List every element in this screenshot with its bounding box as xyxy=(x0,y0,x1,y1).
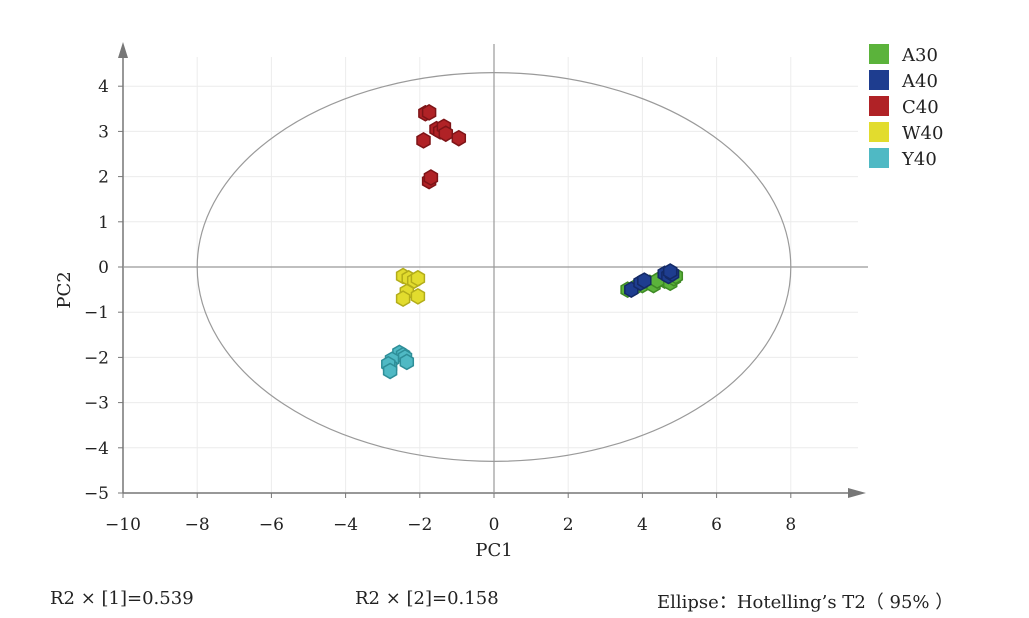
legend-label-a40: A40 xyxy=(901,71,938,92)
x-axis-arrow xyxy=(848,488,866,498)
tick-labels: −10 −8 −6 −4 −2 0 2 4 6 8 4 3 2 1 0 −1 −2 −3 −4 −5 xyxy=(84,77,796,535)
grid-lines xyxy=(123,57,858,493)
series-w40 xyxy=(395,267,426,307)
y-tick-label: −3 xyxy=(84,394,109,414)
y-tick-label: −2 xyxy=(84,348,109,368)
y-tick-label: 1 xyxy=(98,213,109,233)
x-tick-label: 8 xyxy=(785,515,796,535)
ellipse-note: Ellipse：Hotelling’s T2（ 95% ） xyxy=(657,592,954,613)
legend-swatch-y40 xyxy=(869,148,889,168)
data-point xyxy=(399,353,415,371)
x-tick-label: −2 xyxy=(407,515,432,535)
r2x2-label: R2 × [2]=0.158 xyxy=(355,588,499,609)
legend-swatch-a40 xyxy=(869,70,889,90)
data-point xyxy=(382,362,398,380)
data-point xyxy=(410,288,426,305)
data-points xyxy=(381,104,684,380)
x-tick-label: −6 xyxy=(259,515,284,535)
y-tick-label: 0 xyxy=(98,258,109,278)
data-point xyxy=(395,290,411,307)
y-axis-arrow xyxy=(118,42,128,58)
y-tick-label: 3 xyxy=(98,122,109,142)
legend-swatch-c40 xyxy=(869,96,889,116)
y-tick-label: −1 xyxy=(84,303,109,323)
y-tick-label: −4 xyxy=(84,439,109,459)
y-axis-title: PC2 xyxy=(54,271,75,308)
y-tick-label: −5 xyxy=(84,484,109,504)
data-point xyxy=(421,104,437,121)
legend-swatch-w40 xyxy=(869,122,889,142)
series-a40 xyxy=(624,263,680,298)
legend-label-w40: W40 xyxy=(902,123,943,144)
r2x1-label: R2 × [1]=0.539 xyxy=(50,588,194,609)
pca-score-plot: −10 −8 −6 −4 −2 0 2 4 6 8 4 3 2 1 0 −1 −2 −3 −4 −5 A30 A40 C4… xyxy=(54,42,943,561)
y-tick-label: 4 xyxy=(98,77,109,97)
x-tick-label: −8 xyxy=(185,515,210,535)
data-point xyxy=(438,125,454,143)
data-point xyxy=(662,263,678,280)
data-point xyxy=(410,269,426,287)
series-y40 xyxy=(381,344,415,380)
x-tick-label: 4 xyxy=(637,515,648,535)
x-tick-label: 0 xyxy=(489,515,500,535)
data-point xyxy=(423,169,439,186)
y-tick-label: 2 xyxy=(98,168,109,188)
legend-label-c40: C40 xyxy=(902,97,939,118)
data-point xyxy=(451,129,467,147)
axes xyxy=(118,42,868,498)
x-tick-label: −4 xyxy=(333,515,358,535)
legend-swatch-a30 xyxy=(869,44,889,64)
legend-label-y40: Y40 xyxy=(901,149,937,170)
x-tick-label: 2 xyxy=(563,515,574,535)
x-tick-label: 6 xyxy=(711,515,722,535)
data-point xyxy=(637,272,652,289)
x-axis-title: PC1 xyxy=(475,540,512,561)
legend: A30 A40 C40 W40 Y40 xyxy=(869,44,943,170)
series-c40 xyxy=(416,104,467,190)
x-tick-label: −10 xyxy=(105,515,141,535)
legend-label-a30: A30 xyxy=(901,45,938,66)
data-point xyxy=(416,132,431,149)
